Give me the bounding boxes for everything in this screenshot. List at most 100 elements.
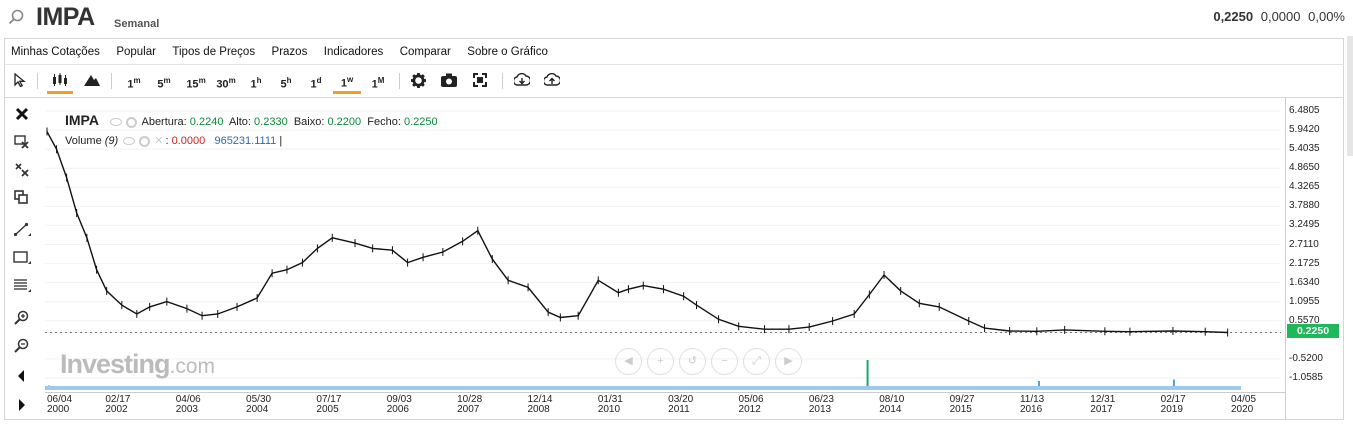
x-tick-label: 11/13 2016 <box>1019 394 1045 415</box>
menu-bar: Minhas Cotações Popular Tipos de Preços … <box>4 38 1344 65</box>
volume-band <box>45 386 1241 390</box>
y-tick-label: 3.7880 <box>1289 200 1320 212</box>
interval-15m[interactable]: 15m <box>186 76 206 91</box>
price-plot[interactable] <box>45 97 1281 392</box>
y-tick-label: 1.0955 <box>1289 295 1320 307</box>
close-label: Fecho: <box>367 116 401 128</box>
eye-icon[interactable] <box>123 137 136 146</box>
close-icon[interactable] <box>13 105 31 123</box>
y-tick-label: 2.7110 <box>1289 238 1319 250</box>
zoom-in-icon[interactable] <box>13 309 31 327</box>
volume-separator: | <box>279 135 283 147</box>
x-tick-label: 09/03 2006 <box>386 394 412 415</box>
scroll-right-icon[interactable] <box>13 396 31 414</box>
open-value: 0.2240 <box>189 116 224 128</box>
camera-icon[interactable] <box>439 65 459 97</box>
price-change: 0,0000 <box>1260 9 1301 24</box>
nav-zoom-in-icon[interactable]: + <box>647 348 674 375</box>
price-series-line <box>46 131 1228 334</box>
interval-30m[interactable]: 30m <box>216 76 236 91</box>
clone-icon[interactable] <box>13 189 31 207</box>
y-tick-label: 4.3265 <box>1289 181 1320 193</box>
candlestick-icon[interactable] <box>47 65 73 94</box>
volume-param: (9) <box>104 135 119 147</box>
legend-symbol: IMPA <box>65 112 99 128</box>
toolbar-divider <box>502 73 503 89</box>
x-tick-label: 06/23 2013 <box>808 394 834 415</box>
nav-left-icon[interactable]: ◀ <box>615 348 642 375</box>
menu-indicadores[interactable]: Indicadores <box>323 46 384 58</box>
low-value: 0.2200 <box>327 116 362 128</box>
y-tick-label: -0.5200 <box>1289 352 1323 364</box>
download-icon[interactable] <box>512 65 532 97</box>
fibonacci-icon[interactable] <box>13 277 31 295</box>
nav-reset-icon[interactable]: ↺ <box>679 348 706 375</box>
nav-right-icon[interactable]: ▶ <box>775 348 802 375</box>
y-tick-label: -1.0585 <box>1289 372 1323 383</box>
upload-icon[interactable] <box>542 65 562 97</box>
volume-label: Volume <box>65 135 102 147</box>
interval-1m[interactable]: 1m <box>127 76 141 91</box>
y-axis: 0.2250 6.4805 5.9420 5.4035 4.8650 4.3265 3.7… <box>1285 97 1344 419</box>
settings-icon[interactable] <box>139 135 151 147</box>
volume-ma-value: 965231.1111 <box>214 135 277 147</box>
search-icon[interactable] <box>8 9 24 25</box>
volume-value: 0.0000 <box>171 135 206 147</box>
interval-1d[interactable]: 1d <box>310 76 322 91</box>
investing-watermark: Investing.com <box>60 349 216 379</box>
toolbar-divider <box>37 73 38 89</box>
open-label: Abertura: <box>141 116 187 128</box>
x-tick-label: 12/14 2008 <box>527 394 553 415</box>
rectangle-icon[interactable] <box>13 249 31 267</box>
x-tick-label: 01/31 2010 <box>597 394 623 415</box>
y-tick-label: 6.4805 <box>1289 105 1320 116</box>
interval-1w[interactable]: 1w <box>333 65 361 94</box>
eye-icon[interactable] <box>110 118 123 127</box>
x-tick-label: 04/06 2003 <box>175 394 201 415</box>
menu-prazos[interactable]: Prazos <box>271 46 308 58</box>
remove-indicator-icon[interactable]: ✕ <box>154 135 164 147</box>
interval-5h[interactable]: 5h <box>280 76 292 91</box>
high-value: 0.2330 <box>254 116 288 128</box>
crosshair-remove-icon[interactable] <box>13 161 31 179</box>
x-tick-label: 07/17 2005 <box>316 394 342 415</box>
chart-toolbar: 1m 5m 15m 30m 1h 5h 1d 1w 1M <box>4 64 1344 98</box>
fullscreen-icon[interactable] <box>470 65 490 97</box>
nav-zoom-out-icon[interactable]: − <box>711 348 738 375</box>
x-tick-label: 05/06 2012 <box>738 394 764 415</box>
y-tick-label: 4.8650 <box>1289 162 1320 174</box>
toolbar-divider <box>111 73 112 89</box>
menu-tipos-de-precos[interactable]: Tipos de Preços <box>172 46 256 58</box>
menu-popular[interactable]: Popular <box>116 46 156 58</box>
page-scrollbar[interactable] <box>1347 36 1353 156</box>
menu-minhas-cotacoes[interactable]: Minhas Cotações <box>11 46 100 58</box>
zoom-out-icon[interactable] <box>13 337 31 355</box>
x-tick-label: 02/17 2002 <box>105 394 131 415</box>
delete-drawing-icon[interactable] <box>13 133 31 151</box>
interval-5m[interactable]: 5m <box>157 76 171 91</box>
gear-icon[interactable] <box>408 65 428 97</box>
settings-icon[interactable] <box>126 116 138 128</box>
scroll-left-icon[interactable] <box>13 367 31 385</box>
menu-comparar[interactable]: Comparar <box>399 46 451 58</box>
x-tick-label: 10/28 2007 <box>457 394 483 415</box>
close-value: 0.2250 <box>403 116 438 128</box>
interval-1h[interactable]: 1h <box>250 76 262 91</box>
y-tick-label: 5.9420 <box>1289 124 1320 136</box>
menu-sobre-o-grafico[interactable]: Sobre o Gráfico <box>467 46 548 58</box>
ohlc-legend: IMPA Abertura: 0.2240 Alto: 0.2330 Baixo… <box>65 112 438 128</box>
y-tick-label: 5.4035 <box>1289 143 1320 155</box>
nav-fit-icon[interactable]: ⤢ <box>743 348 770 375</box>
last-price: 0,2250 <box>1213 9 1254 24</box>
high-label: Alto: <box>228 116 251 128</box>
chart-navigation: ◀ + ↺ − ⤢ ▶ <box>615 348 807 375</box>
x-tick-label: 08/10 2014 <box>879 394 905 415</box>
y-tick-label: 2.1725 <box>1289 257 1320 269</box>
interval-1M[interactable]: 1M <box>371 76 385 91</box>
trendline-icon[interactable] <box>13 221 31 239</box>
quote-summary: 0,2250 0,0000 0,00% <box>1213 9 1345 24</box>
volume-legend: Volume (9) ✕: 0.0000 965231.1111 | <box>65 135 283 147</box>
mountain-icon[interactable] <box>82 65 102 97</box>
cursor-icon[interactable] <box>11 65 29 97</box>
y-tick-label: 3.2495 <box>1289 219 1320 231</box>
